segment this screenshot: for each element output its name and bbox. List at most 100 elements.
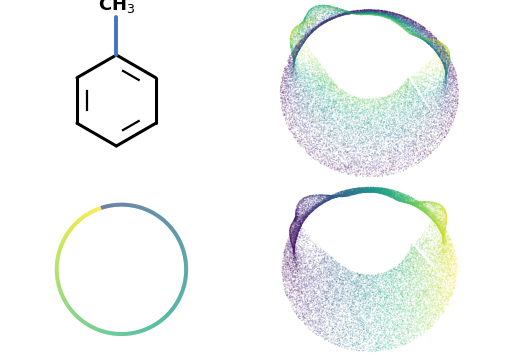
Point [361,306,369,312]
Point [318,296,326,302]
Point [429,39,437,45]
Point [314,328,322,334]
Point [357,277,365,282]
Point [361,186,369,192]
Point [435,219,443,225]
Point [316,21,324,27]
Point [335,307,343,313]
Point [372,144,380,150]
Point [344,126,352,131]
Point [450,94,458,99]
Point [338,289,346,295]
Point [313,66,321,71]
Point [369,106,377,112]
Point [438,222,446,228]
Point [444,96,452,102]
Point [309,28,317,34]
Point [407,24,415,30]
Point [331,107,339,112]
Point [405,323,413,328]
Point [425,30,433,36]
Point [306,290,314,296]
Point [286,234,294,240]
Point [441,72,449,78]
Point [376,189,384,195]
Point [403,19,412,25]
Point [363,189,371,195]
Point [354,134,362,140]
Point [317,293,325,299]
Point [300,216,308,222]
Point [436,230,444,236]
Point [360,309,368,315]
Point [293,36,301,42]
Point [337,193,345,198]
Point [292,204,300,210]
Point [357,190,365,195]
Point [439,83,447,89]
Point [419,199,427,205]
Point [427,312,435,318]
Point [400,263,408,269]
Point [290,226,298,232]
Point [431,204,439,210]
Point [399,103,408,109]
Point [430,112,438,118]
Point [301,35,310,41]
Point [407,201,415,207]
Point [419,246,427,252]
Point [441,55,449,61]
Point [292,80,300,86]
Point [412,291,420,297]
Point [311,290,319,296]
Point [295,286,303,292]
Point [318,154,326,160]
Point [337,12,345,18]
Point [288,48,296,54]
Point [299,277,308,283]
Point [326,196,334,202]
Point [416,68,424,74]
Point [396,193,404,199]
Point [446,264,454,270]
Point [356,311,364,317]
Point [289,218,297,224]
Point [341,103,349,109]
Point [385,93,393,99]
Point [310,6,318,12]
Point [326,151,334,157]
Point [406,87,414,92]
Point [356,138,364,144]
Point [355,272,363,278]
Point [407,201,415,207]
Point [290,52,298,58]
Point [389,276,397,282]
Point [290,216,298,222]
Point [375,112,383,118]
Point [373,187,381,193]
Point [405,18,413,24]
Point [414,205,422,211]
Point [363,154,371,159]
Point [406,106,414,112]
Point [382,132,390,138]
Point [289,55,297,60]
Point [325,94,333,99]
Point [433,47,441,53]
Point [381,328,389,333]
Point [360,12,368,17]
Point [369,97,377,103]
Point [288,260,296,266]
Point [309,244,317,250]
Point [402,269,410,275]
Point [295,220,304,226]
Point [302,13,310,19]
Point [288,244,296,249]
Point [379,9,387,15]
Point [359,334,367,340]
Point [411,87,419,93]
Point [348,189,356,194]
Point [348,155,356,161]
Point [309,147,317,153]
Point [411,252,419,257]
